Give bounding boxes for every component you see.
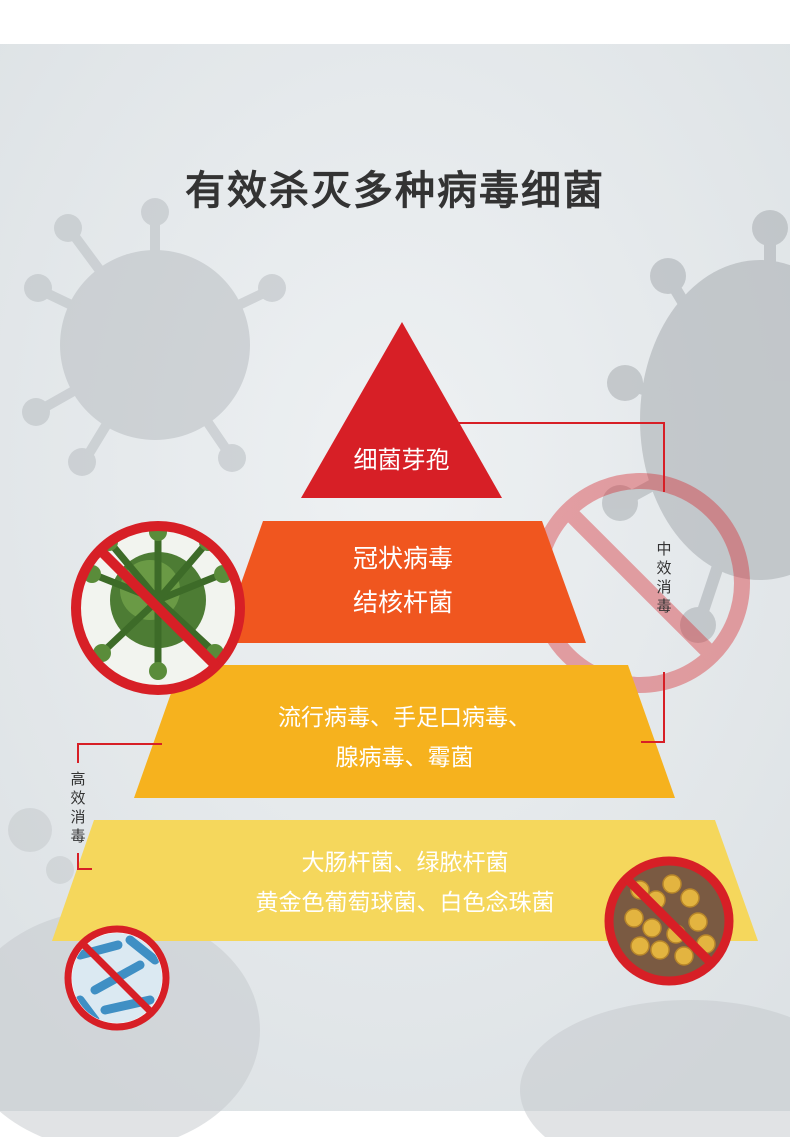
high-bracket-top-line [77, 743, 162, 763]
tier-1-text: 细菌芽孢 [301, 443, 502, 477]
tier-2-line-2: 结核杆菌 [352, 588, 453, 617]
high-bracket-bottom-line [77, 853, 92, 870]
yellow-bacteria-no-icon [604, 856, 734, 986]
background-virus-icon [22, 198, 286, 476]
medium-disinfection-label: 中效消毒 [656, 540, 672, 615]
pyramid-tier-3 [134, 665, 675, 798]
tier-3-text: 流行病毒、手足口病毒、 腺病毒、霉菌 [134, 698, 675, 778]
tier-4-line-1: 大肠杆菌、绿脓杆菌 [301, 850, 509, 876]
tier-3-line-1: 流行病毒、手足口病毒、 [278, 705, 531, 731]
pyramid-tier-4 [52, 820, 758, 941]
pyramid-tier-2 [220, 521, 586, 643]
medium-bracket-top-line [458, 422, 665, 492]
tier-4-text: 大肠杆菌、绿脓杆菌 黄金色葡萄球菌、白色念珠菌 [52, 843, 758, 923]
tier-4-line-2: 黄金色葡萄球菌、白色念珠菌 [255, 890, 555, 916]
medium-bracket-bottom-line [641, 672, 665, 743]
tier-1-line-1: 细菌芽孢 [353, 446, 450, 474]
pyramid-tier-1 [301, 322, 502, 498]
green-virus-no-icon [71, 521, 245, 695]
blue-bacteria-no-icon [64, 925, 170, 1031]
background-virus-icon [602, 210, 790, 643]
tier-2-line-1: 冠状病毒 [352, 544, 453, 573]
high-disinfection-label: 高效消毒 [70, 770, 86, 845]
tier-3-line-2: 腺病毒、霉菌 [335, 745, 474, 771]
page-title: 有效杀灭多种病毒细菌 [185, 168, 605, 214]
tier-2-text: 冠状病毒 结核杆菌 [220, 537, 586, 625]
